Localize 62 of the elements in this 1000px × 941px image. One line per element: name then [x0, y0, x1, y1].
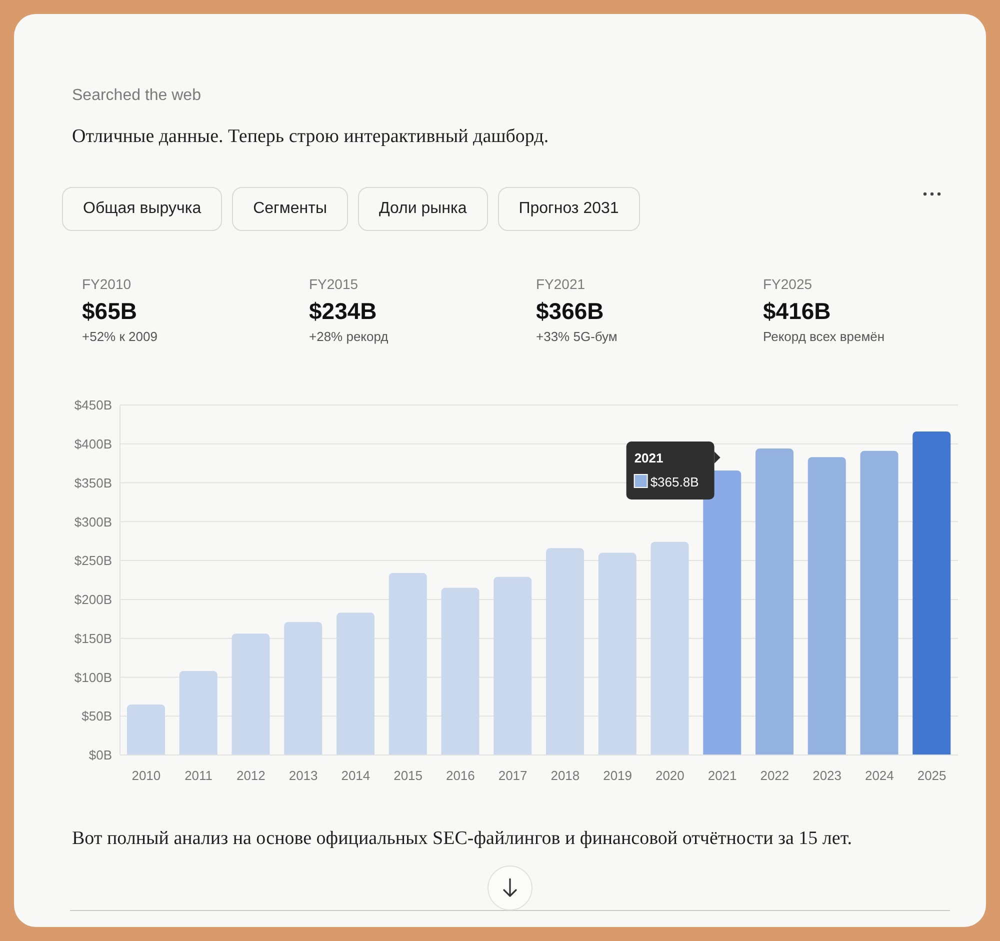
- y-tick-label: $450B: [74, 398, 112, 413]
- bar: [808, 457, 846, 755]
- text: +52% к 2009: [82, 329, 158, 344]
- text: Рекорд всех времён: [763, 329, 885, 344]
- text: $416B: [763, 298, 832, 325]
- x-tick-label: 2019: [603, 768, 632, 784]
- bar: [494, 576, 532, 755]
- text: FY2010: [82, 276, 132, 292]
- y-tick-label: $200B: [74, 592, 112, 608]
- text: Сегменты: [232, 187, 348, 231]
- annotation: $365.8B: [650, 474, 699, 490]
- y-tick-label: $300B: [74, 514, 112, 530]
- bar: [860, 450, 898, 755]
- y-tick-label: $150B: [74, 630, 112, 646]
- y-tick-label: $400B: [74, 436, 112, 452]
- text: Прогноз 2031: [498, 187, 640, 231]
- text: +28% рекорд: [309, 329, 388, 344]
- text: FY2015: [309, 276, 360, 292]
- bar: [546, 548, 584, 755]
- text: Searched the web: [72, 87, 201, 105]
- bar: [703, 470, 742, 755]
- bar: [284, 622, 322, 755]
- bar: [598, 552, 636, 755]
- bar: [127, 704, 165, 755]
- bar: [756, 448, 794, 755]
- x-tick-label: 2020: [655, 768, 684, 784]
- x-tick-label: 2014: [341, 768, 370, 784]
- text: Доли рынка: [358, 187, 488, 231]
- bar: [441, 588, 480, 755]
- text: $366B: [536, 298, 605, 325]
- x-tick-label: 2022: [760, 768, 790, 784]
- x-tick-label: 2023: [812, 768, 842, 784]
- bar: [232, 634, 270, 755]
- x-tick-label: 2011: [184, 768, 213, 784]
- y-tick-label: $0B: [88, 748, 112, 763]
- bar: [388, 573, 427, 755]
- x-tick-label: 2025: [917, 768, 946, 784]
- bar: [912, 431, 951, 755]
- x-tick-label: 2017: [498, 768, 528, 784]
- bar: [650, 542, 689, 755]
- y-tick-label: $250B: [74, 553, 112, 568]
- x-tick-label: 2010: [132, 768, 161, 784]
- y-tick-label: $350B: [74, 475, 112, 490]
- x-tick-label: 2021: [708, 768, 737, 784]
- y-tick-label: $50B: [82, 708, 112, 724]
- text: $65B: [82, 298, 138, 325]
- chart-title: Отличные данные. Теперь строю интерактивный дашборд.: [72, 126, 549, 148]
- x-tick-label: 2018: [550, 768, 580, 784]
- bar: [336, 612, 374, 755]
- text: FY2021: [536, 276, 586, 292]
- text: +33% 5G-бум: [536, 329, 618, 344]
- x-tick-label: 2015: [394, 768, 423, 784]
- text: $234B: [309, 298, 378, 325]
- y-tick-label: $100B: [74, 670, 112, 685]
- x-tick-label: 2024: [864, 768, 894, 784]
- x-tick-label: 2016: [446, 768, 475, 784]
- x-tick-label: 2012: [236, 768, 266, 784]
- bar: [179, 671, 218, 755]
- text: Общая выручка: [62, 187, 222, 231]
- text: FY2025: [763, 276, 814, 292]
- x-tick-label: 2013: [288, 768, 318, 784]
- text: Вот полный анализ на основе официальных SEC-файлингов и финансовой отчётности за 15 лет.: [72, 827, 852, 851]
